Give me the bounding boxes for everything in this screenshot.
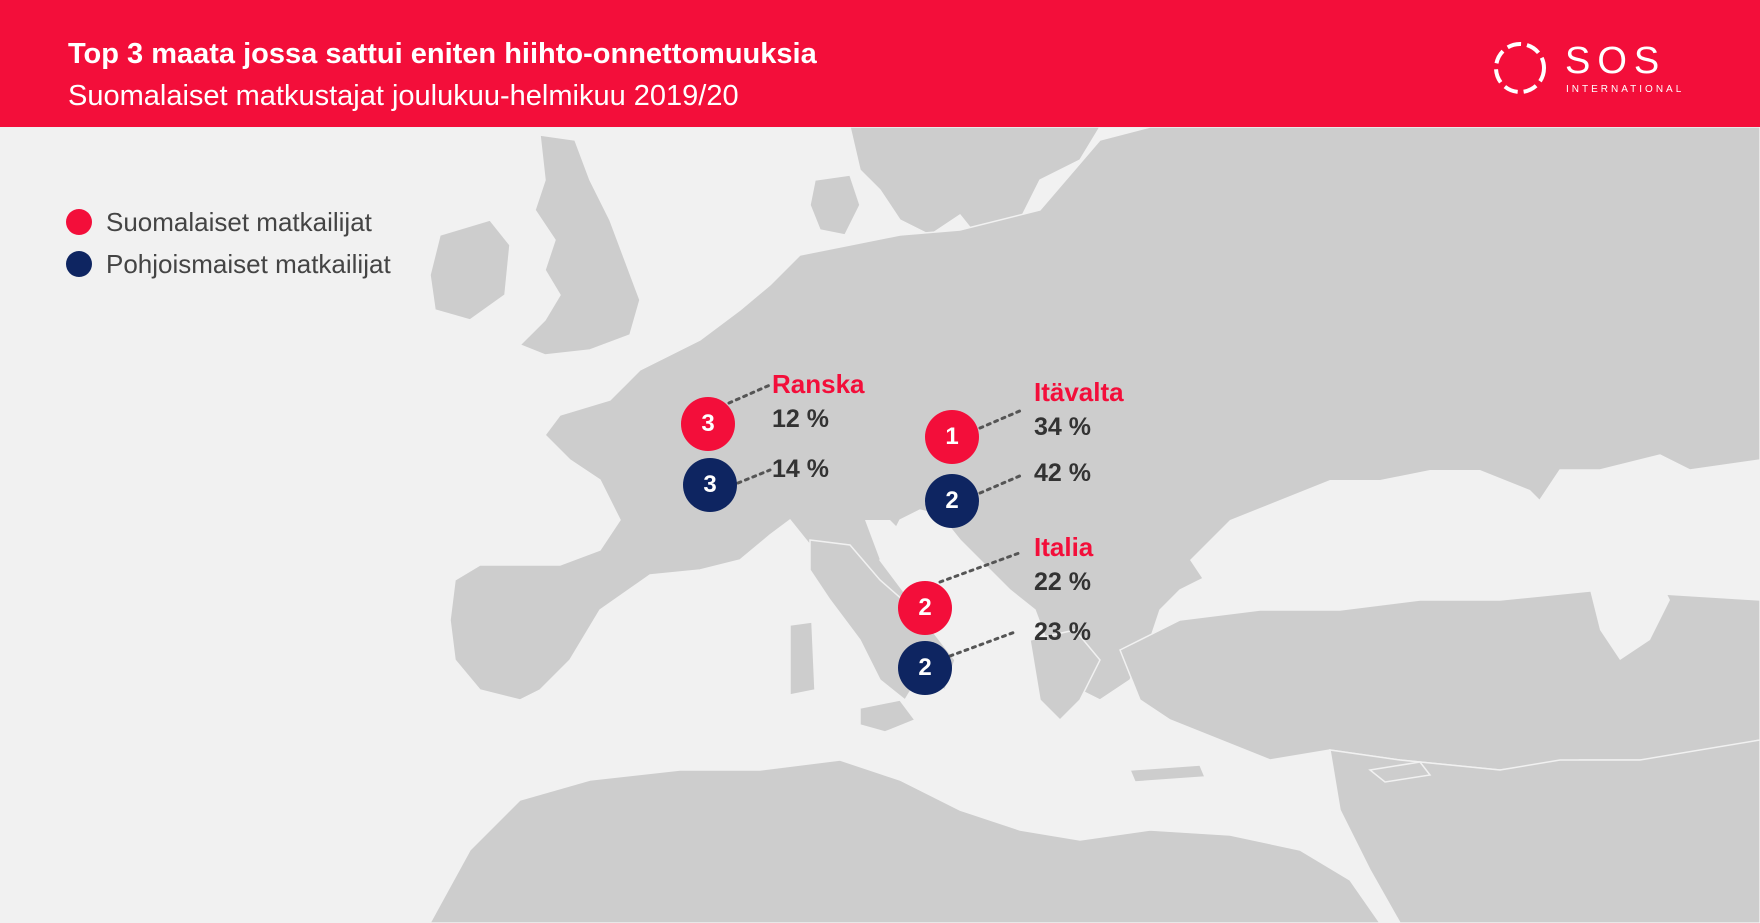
ring-logo-icon: [1494, 42, 1546, 94]
sicily-landmass: [859, 699, 917, 733]
sos-logo: SOS INTERNATIONAL: [1490, 38, 1710, 98]
marker-italia-nordic: 2: [898, 641, 952, 695]
sardinia-landmass: [789, 621, 816, 696]
country-name-itavalta: Itävalta: [1034, 377, 1124, 407]
levant-landmass: [1329, 739, 1760, 923]
greece-landmass: [1029, 629, 1101, 722]
logo-name: SOS: [1565, 40, 1667, 82]
legend-dot-navy: [66, 251, 92, 277]
logo-tagline: INTERNATIONAL: [1566, 84, 1685, 95]
country-name-ranska: Ranska: [772, 369, 865, 399]
cyprus-landmass: [1368, 761, 1432, 783]
anatolia-landmass: [1119, 589, 1760, 771]
header-banner: Top 3 maata jossa sattui eniten hiihto-o…: [0, 0, 1760, 127]
percent-ranska-nordic: 14 %: [772, 455, 829, 483]
marker-ranska-finnish: 3: [681, 397, 735, 451]
legend-dot-red: [66, 209, 92, 235]
percent-italia-finnish: 22 %: [1034, 568, 1091, 596]
page-title: Top 3 maata jossa sattui eniten hiihto-o…: [68, 38, 817, 70]
country-name-italia: Italia: [1034, 532, 1094, 562]
marker-itavalta-nordic: 2: [925, 474, 979, 528]
percent-ranska-finnish: 12 %: [772, 405, 829, 433]
black-sea: [1190, 470, 1560, 600]
denmark-landmass: [809, 174, 861, 236]
continental-europe-landmass: [449, 127, 1760, 712]
crete-landmass: [1128, 764, 1207, 783]
page-subtitle: Suomalaiset matkustajat joulukuu-helmiku…: [68, 80, 739, 112]
percent-itavalta-nordic: 42 %: [1034, 459, 1091, 487]
legend-label: Suomalaiset matkailijat: [106, 207, 372, 237]
europe-map: [429, 127, 1760, 923]
percent-itavalta-finnish: 34 %: [1034, 413, 1091, 441]
great-britain-landmass: [518, 134, 641, 356]
ireland-landmass: [429, 219, 511, 321]
caspian-sea: [1580, 470, 1670, 660]
marker-itavalta-finnish: 1: [925, 410, 979, 464]
percent-italia-nordic: 23 %: [1034, 618, 1091, 646]
marker-italia-finnish: 2: [898, 581, 952, 635]
legend-label: Pohjoismaiset matkailijat: [106, 249, 391, 279]
north-africa-landmass: [429, 759, 1381, 923]
marker-ranska-nordic: 3: [683, 458, 737, 512]
